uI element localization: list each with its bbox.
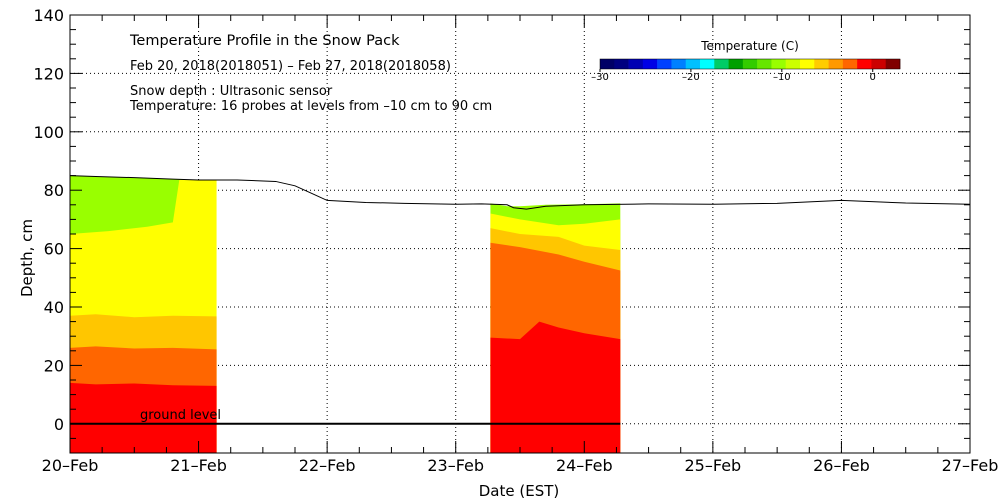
colorbar-cell: [700, 59, 715, 69]
colorbar-title: Temperature (C): [700, 39, 799, 53]
colorbar-cell: [885, 59, 901, 69]
colorbar-cell: [800, 59, 815, 69]
x-tick-label: 25–Feb: [685, 456, 742, 475]
colorbar-cell: [628, 59, 644, 69]
colorbar-cell: [742, 59, 758, 69]
y-tick-label: 100: [33, 123, 64, 142]
snow-depth-line: [69, 175, 971, 210]
chart-note-temperature: Temperature: 16 probes at levels from –1…: [129, 99, 492, 114]
x-tick-label: 23–Feb: [427, 456, 484, 475]
colorbar-tick-label: –30: [591, 72, 609, 83]
chart-subtitle: Feb 20, 2018(2018051) – Feb 27, 2018(201…: [130, 59, 451, 74]
x-tick-label: 22–Feb: [299, 456, 356, 475]
colorbar-cell: [771, 59, 787, 69]
chart-note-snow-depth: Snow depth : Ultrasonic sensor: [130, 84, 333, 99]
colorbar-cell: [642, 59, 658, 69]
colorbar-cell: [614, 59, 629, 69]
colorbar-cell: [785, 59, 801, 69]
y-tick-label: 0: [54, 415, 64, 434]
temperature-band-red: [490, 321, 621, 453]
y-tick-label: 40: [44, 298, 64, 317]
ground-level-label: ground level: [140, 408, 221, 423]
y-tick-label: 60: [44, 240, 64, 259]
colorbar-cell: [814, 59, 829, 69]
colorbar-tick-label: –10: [773, 72, 791, 83]
colorbar-tick-label: 0: [870, 72, 876, 83]
axis-ticks: [69, 14, 971, 454]
x-tick-label: 24–Feb: [556, 456, 613, 475]
colorbar: Temperature (C) –30 –20 –10 0: [591, 39, 901, 83]
y-tick-label: 140: [33, 6, 64, 25]
colorbar-ticks: –30 –20 –10 0: [591, 69, 876, 83]
x-tick-label: 20–Feb: [42, 456, 99, 475]
colorbar-cell: [657, 59, 672, 69]
x-tick-label: 27–Feb: [942, 456, 999, 475]
y-tick-label: 120: [33, 64, 64, 83]
temperature-bands: [70, 175, 621, 454]
x-tick-label: 21–Feb: [170, 456, 227, 475]
snow-depth-layer: [69, 175, 971, 210]
y-tick-label: 20: [44, 356, 64, 375]
colorbar-cell: [728, 59, 744, 69]
colorbar-cell: [757, 59, 772, 69]
colorbar-tick-label: –20: [682, 72, 700, 83]
colorbar-cell: [857, 59, 872, 69]
y-tick-label: 80: [44, 181, 64, 200]
colorbar-cell: [600, 59, 615, 69]
colorbar-cell: [685, 59, 701, 69]
colorbar-cell: [842, 59, 858, 69]
chart-title: Temperature Profile in the Snow Pack: [129, 33, 400, 49]
y-tick-labels: 0 20 40 60 80 100 120 140: [33, 6, 64, 434]
y-axis-title: Depth, cm: [18, 219, 36, 297]
temperature-band-red: [70, 382, 217, 453]
colorbar-scale: [599, 58, 901, 70]
colorbar-cell: [871, 59, 887, 69]
colorbar-cell: [714, 59, 729, 69]
ground-level-layer: ground level: [70, 408, 621, 425]
x-axis-title: Date (EST): [479, 482, 560, 500]
x-tick-label: 26–Feb: [813, 456, 870, 475]
x-tick-labels: 20–Feb 21–Feb 22–Feb 23–Feb 24–Feb 25–Feb 26–F…: [42, 456, 999, 475]
colorbar-cell: [828, 59, 844, 69]
colorbar-frame: [599, 58, 901, 70]
colorbar-cell: [671, 59, 687, 69]
